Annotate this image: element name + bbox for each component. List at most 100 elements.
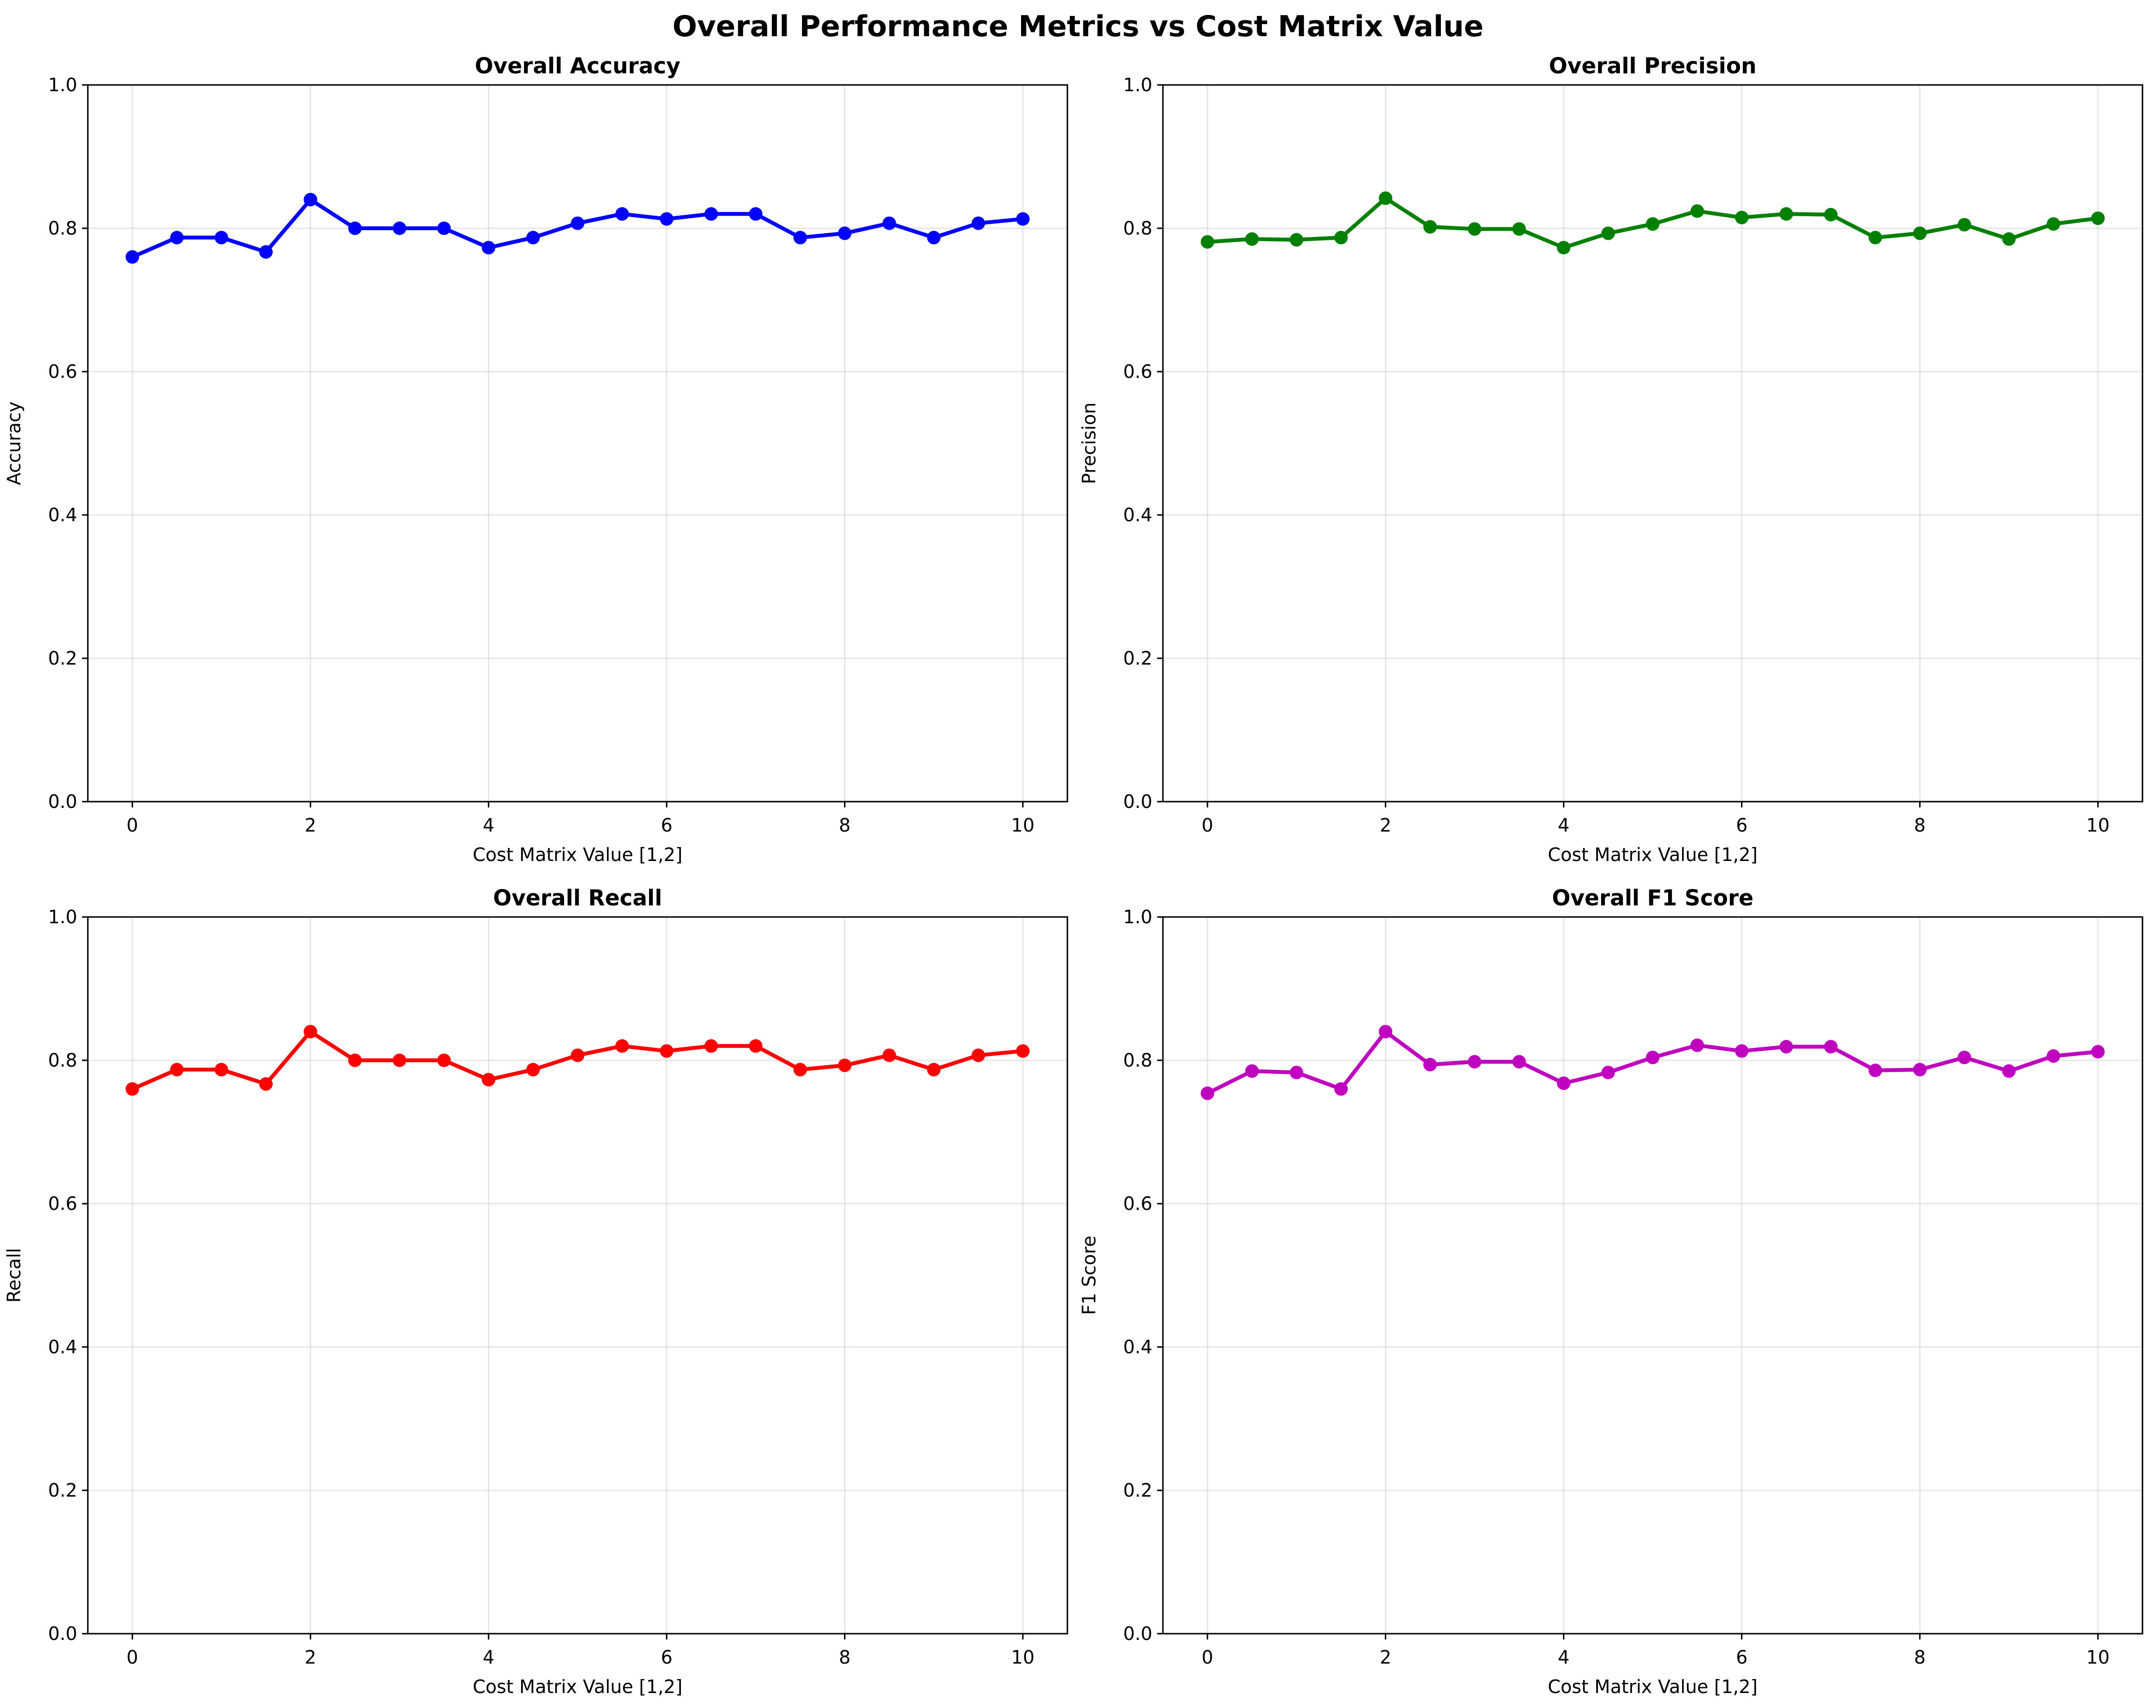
data-point — [704, 207, 718, 221]
data-point — [882, 216, 896, 230]
x-tick-label: 10 — [1011, 1647, 1035, 1668]
data-point — [971, 1048, 985, 1062]
data-point — [1423, 220, 1437, 234]
x-tick-label: 8 — [839, 1647, 851, 1668]
figure-title: Overall Performance Metrics vs Cost Matr… — [673, 10, 1484, 43]
data-point — [660, 212, 674, 226]
data-point — [1245, 232, 1259, 246]
data-point — [1913, 226, 1927, 240]
data-point — [2091, 1045, 2105, 1059]
data-point — [1201, 235, 1215, 249]
data-point — [1957, 218, 1971, 232]
data-point — [1601, 1066, 1615, 1080]
data-point — [1201, 1086, 1215, 1100]
x-tick-label: 2 — [1380, 1647, 1391, 1668]
y-tick-label: 0.2 — [48, 1480, 77, 1501]
x-tick-label: 6 — [1736, 815, 1747, 836]
x-tick-label: 10 — [2087, 815, 2110, 836]
data-point — [1245, 1064, 1259, 1078]
data-point — [437, 222, 451, 235]
data-point — [1467, 1055, 1481, 1069]
data-point — [793, 1063, 807, 1077]
x-tick-label: 10 — [2087, 1647, 2110, 1668]
panel-precision: 0 2 4 6 8 10 0.0 0.2 0.4 0.6 0.8 1.0 Overall Precisi… — [1078, 53, 2143, 865]
y-tick-label: 0.2 — [1123, 1480, 1152, 1501]
data-point — [392, 1054, 406, 1067]
y-tick-label: 0.4 — [1123, 1336, 1152, 1358]
data-point — [615, 207, 629, 221]
data-point — [1016, 1044, 1030, 1058]
data-point — [214, 231, 228, 245]
data-point — [838, 226, 852, 240]
data-point — [1334, 1082, 1348, 1096]
y-tick-label: 0.2 — [48, 648, 77, 669]
y-tick-label: 1.0 — [1123, 906, 1152, 928]
panel-title: Overall F1 Score — [1552, 885, 1754, 911]
x-tick-label: 6 — [661, 1647, 672, 1668]
x-tick-label: 2 — [304, 815, 316, 836]
plot-frame — [87, 916, 1068, 1635]
data-point — [1824, 1040, 1838, 1054]
data-point — [1735, 210, 1749, 224]
y-tick-label: 0.0 — [48, 791, 77, 812]
data-point — [1735, 1044, 1749, 1058]
data-point — [927, 231, 941, 245]
y-axis-label: Recall — [3, 1248, 25, 1303]
y-tick-label: 1.0 — [48, 906, 77, 928]
x-tick-label: 2 — [304, 1647, 316, 1668]
data-point — [259, 245, 273, 259]
data-point — [1512, 1055, 1526, 1069]
data-point — [259, 1077, 273, 1091]
data-point — [1868, 1063, 1882, 1077]
data-point — [348, 1054, 362, 1067]
data-point — [2002, 1064, 2016, 1078]
data-point — [2091, 211, 2105, 225]
data-point — [749, 207, 763, 221]
data-point — [1690, 1038, 1704, 1052]
panel-title: Overall Precision — [1549, 53, 1756, 79]
x-axis-label: Cost Matrix Value [1,2] — [473, 1676, 683, 1697]
data-point — [1913, 1063, 1927, 1077]
data-point — [1601, 226, 1615, 240]
x-tick-label: 4 — [1558, 815, 1569, 836]
x-tick-label: 4 — [483, 1647, 494, 1668]
x-tick-label: 6 — [661, 815, 672, 836]
data-point — [1957, 1051, 1971, 1065]
data-point — [170, 1063, 184, 1077]
data-point — [1379, 191, 1393, 205]
y-tick-label: 0.2 — [1123, 648, 1152, 669]
data-point — [1334, 231, 1348, 245]
data-point — [571, 216, 584, 230]
y-tick-label: 0.0 — [1123, 1623, 1152, 1644]
data-point — [1467, 222, 1481, 236]
plot-frame — [1162, 916, 2143, 1635]
x-tick-label: 4 — [483, 815, 494, 836]
panel-title: Overall Recall — [493, 885, 662, 911]
x-tick-label: 8 — [1914, 815, 1926, 836]
y-tick-label: 0.4 — [48, 504, 77, 526]
data-point — [437, 1054, 451, 1067]
x-tick-label: 4 — [1558, 1647, 1569, 1668]
x-tick-label: 2 — [1380, 815, 1391, 836]
data-point — [170, 231, 184, 245]
data-point — [214, 1063, 228, 1077]
data-point — [793, 231, 807, 245]
data-point — [2046, 217, 2060, 231]
y-axis-label: F1 Score — [1078, 1236, 1100, 1315]
data-point — [392, 222, 406, 235]
y-tick-label: 1.0 — [1123, 74, 1152, 96]
y-tick-label: 1.0 — [48, 74, 77, 96]
data-point — [1423, 1057, 1437, 1071]
x-axis-label: Cost Matrix Value [1,2] — [1548, 1676, 1758, 1697]
x-axis-label: Cost Matrix Value [1,2] — [1548, 844, 1758, 865]
data-point — [882, 1048, 896, 1062]
y-tick-label: 0.0 — [48, 1623, 77, 1644]
y-tick-label: 0.6 — [1123, 1193, 1152, 1214]
y-tick-label: 0.6 — [1123, 361, 1152, 382]
data-point — [1557, 241, 1571, 255]
data-point — [660, 1044, 674, 1058]
y-tick-label: 0.8 — [48, 1050, 77, 1071]
x-tick-label: 10 — [1011, 815, 1035, 836]
y-tick-label: 0.4 — [1123, 504, 1152, 526]
